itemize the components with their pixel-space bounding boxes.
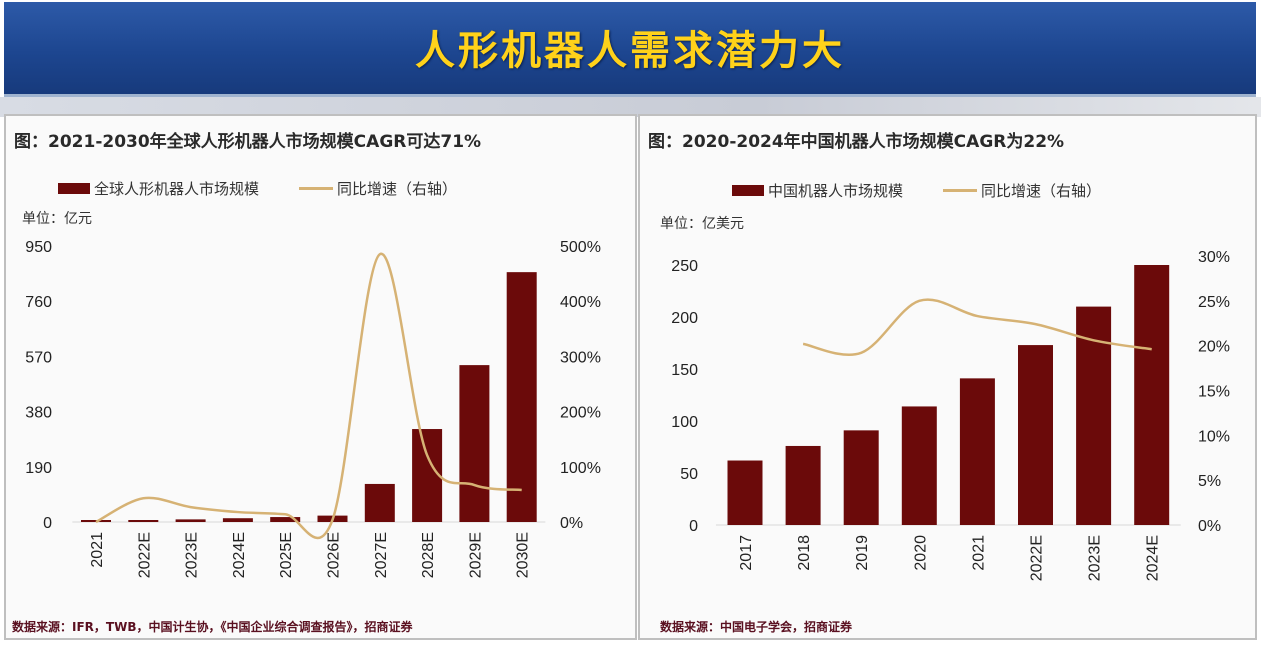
y2-axis-tick-label: 5% [1198,473,1221,490]
y-axis-tick-label: 950 [25,239,52,256]
x-axis-tick-label: 2029E [467,532,484,578]
y-axis-tick-label: 380 [25,405,52,422]
legend-line-swatch [299,187,334,190]
y2-axis-tick-label: 0% [560,515,583,532]
unit-label: 单位：亿美元 [660,216,744,232]
x-axis-tick-label: 2023E [1087,535,1104,581]
bar-2023E [175,519,206,522]
y2-axis-tick-label: 500% [560,239,601,256]
x-axis-tick-label: 2020 [912,535,929,571]
x-axis-tick-label: 2024E [231,532,248,578]
chart-title: 图：2020-2024年中国机器人市场规模CAGR为22% [648,132,1065,152]
bar-2022E [1018,345,1053,525]
y-axis-tick-label: 150 [671,362,698,379]
bar-2028E [412,429,443,522]
y-axis-tick-label: 200 [671,310,698,327]
bar-2030E [506,272,537,522]
x-axis-tick-label: 2019 [854,535,871,571]
legend-bar-swatch [732,185,764,196]
x-axis-tick-label: 2027E [373,532,390,578]
data-source: 数据来源：IFR，TWB，中国计生协，《中国企业综合调查报告》，招商证券 [12,620,413,634]
chart-title: 图：2021-2030年全球人形机器人市场规模CAGR可达71% [14,132,482,152]
x-axis-tick-label: 2021 [970,535,987,571]
y2-axis-tick-label: 20% [1198,339,1230,356]
bar-2027E [364,483,395,522]
legend-bar-label: 全球人形机器人市场规模 [94,180,260,198]
y-axis-tick-label: 0 [43,515,52,532]
y2-axis-tick-label: 25% [1198,294,1230,311]
bar-2024E [222,518,253,522]
y2-axis-tick-label: 200% [560,405,601,422]
unit-label: 单位：亿元 [22,211,92,227]
y2-axis-tick-label: 15% [1198,384,1230,401]
y-axis-tick-label: 190 [25,460,52,477]
bar-2022E [128,520,159,522]
x-axis-tick-label: 2022E [136,532,153,578]
global-humanoid-chart-panel: 图：2021-2030年全球人形机器人市场规模CAGR可达71% 全球人形机器人… [4,114,637,640]
legend-bar-label: 中国机器人市场规模 [768,182,904,200]
data-source: 数据来源：中国电子学会，招商证券 [660,620,853,634]
chart-legend: 全球人形机器人市场规模 同比增速（右轴） [58,178,457,199]
title-banner: 人形机器人需求潜力大 [4,2,1256,97]
x-axis-tick-label: 2024E [1145,535,1162,581]
y-axis-tick-label: 100 [671,414,698,431]
chart-legend: 中国机器人市场规模 同比增速（右轴） [732,180,1101,201]
bar-2024E [1134,265,1170,525]
bar-2029E [459,365,490,522]
y-axis-tick-label: 50 [680,466,698,483]
slide-title: 人形机器人需求潜力大 [415,28,845,74]
x-axis-tick-label: 2025E [278,532,295,578]
y-axis-tick-label: 250 [671,258,698,275]
bar-2018 [785,445,821,525]
legend-line-label: 同比增速（右轴） [981,182,1102,200]
bar-2017 [727,460,763,525]
y2-axis-tick-label: 100% [560,460,601,477]
legend-line-label: 同比增速（右轴） [337,180,458,198]
x-axis-tick-label: 2022E [1029,535,1046,581]
bar-2025E [270,517,301,522]
bar-2020 [901,406,937,525]
bar-2021 [959,378,995,525]
x-axis-tick-label: 2030E [515,532,532,578]
y2-axis-tick-label: 30% [1198,249,1230,266]
growth-rate-line [95,252,522,539]
y2-axis-tick-label: 300% [560,349,601,366]
background-strip [0,97,1261,117]
legend-line-swatch [943,189,978,192]
x-axis-tick-label: 2023E [184,532,201,578]
x-axis-tick-label: 2026E [326,532,343,578]
x-axis-tick-label: 2021 [89,532,106,568]
legend-bar-swatch [58,183,90,194]
y2-axis-tick-label: 0% [1198,518,1221,535]
y2-axis-tick-label: 10% [1198,428,1230,445]
y-axis-tick-label: 760 [25,294,52,311]
y-axis-tick-label: 570 [25,349,52,366]
x-axis-tick-label: 2017 [738,535,755,571]
y2-axis-tick-label: 400% [560,294,601,311]
x-axis-tick-label: 2028E [420,532,437,578]
y-axis-tick-label: 0 [689,518,698,535]
x-axis-tick-label: 2018 [796,535,813,571]
bar-2019 [843,430,879,525]
